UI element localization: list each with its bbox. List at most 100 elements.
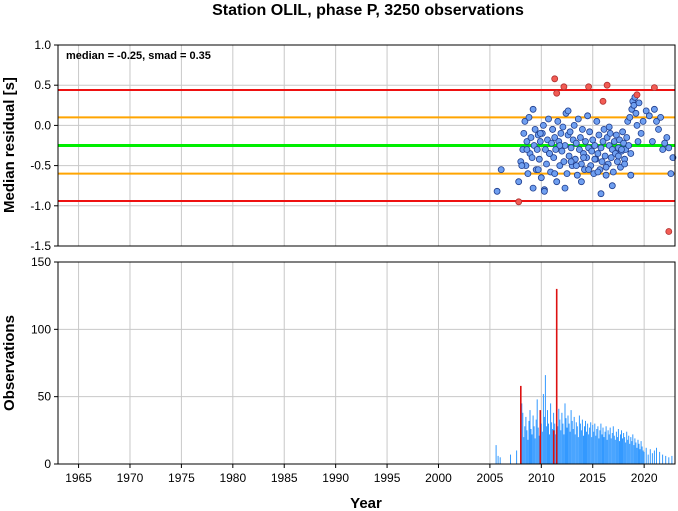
residual-point bbox=[534, 166, 542, 174]
observations-bar bbox=[604, 431, 606, 464]
x-tick-label: 1985 bbox=[271, 471, 298, 485]
residual-point bbox=[619, 128, 626, 136]
x-tick-label: 1980 bbox=[219, 471, 246, 485]
residual-point bbox=[663, 134, 671, 141]
observations-bar bbox=[619, 441, 620, 464]
observations-bar bbox=[555, 434, 557, 464]
residual-point bbox=[556, 142, 564, 149]
observations-bar bbox=[543, 416, 545, 464]
residual-point bbox=[625, 142, 633, 149]
residual-point bbox=[520, 129, 528, 137]
observations-bar bbox=[545, 426, 547, 464]
observations-bar bbox=[554, 423, 556, 464]
observations-bar bbox=[544, 375, 546, 464]
residual-point bbox=[579, 125, 586, 133]
observations-bar bbox=[497, 455, 499, 464]
observations-bar bbox=[671, 455, 673, 464]
observations-bar bbox=[510, 454, 511, 464]
x-tick-label: 2000 bbox=[425, 471, 452, 485]
observations-bar bbox=[633, 445, 635, 464]
observations-bar bbox=[573, 416, 575, 464]
observations-bar bbox=[599, 430, 601, 464]
observations-bar bbox=[583, 435, 584, 464]
residual-point bbox=[525, 114, 533, 121]
residual-point bbox=[533, 146, 541, 153]
residual-point bbox=[521, 118, 529, 125]
residual-point bbox=[493, 187, 501, 195]
observations-bar bbox=[606, 439, 608, 464]
observations-bar bbox=[620, 434, 621, 464]
observations-bar bbox=[607, 430, 609, 464]
observations-plot-frame bbox=[57, 261, 676, 465]
residual-point bbox=[580, 154, 587, 162]
observations-bar bbox=[631, 441, 633, 464]
residual-point bbox=[586, 128, 593, 136]
residual-y-axis-ticks: 1.0 0.5 0.0 -0.5 -1.0 -1.5 bbox=[30, 38, 58, 253]
observations-bar bbox=[608, 434, 610, 464]
residual-point bbox=[591, 155, 599, 163]
observations-bar bbox=[624, 437, 626, 464]
observations-bar bbox=[587, 423, 589, 464]
residual-point bbox=[556, 162, 564, 170]
residual-point bbox=[618, 146, 625, 153]
x-tick-label: 1975 bbox=[168, 471, 195, 485]
observations-bar bbox=[605, 426, 607, 464]
residual-point bbox=[515, 178, 523, 186]
observations-bar bbox=[526, 430, 528, 464]
observations-bar bbox=[585, 420, 586, 464]
outlier-point bbox=[551, 75, 559, 83]
observations-bar bbox=[567, 415, 569, 464]
observations-bar bbox=[540, 423, 542, 464]
observations-bar bbox=[645, 447, 647, 464]
observations-bar bbox=[659, 451, 661, 464]
residual-point bbox=[535, 155, 543, 163]
observations-bar bbox=[597, 426, 599, 464]
residual-y-axis-label: Median residual [s] bbox=[1, 77, 18, 213]
residual-point bbox=[552, 146, 560, 153]
observations-bar bbox=[601, 434, 603, 464]
residual-point bbox=[621, 160, 628, 168]
observations-bar bbox=[628, 435, 630, 464]
observations-bar bbox=[649, 449, 651, 464]
observations-bar bbox=[521, 403, 523, 464]
observations-bar bbox=[622, 438, 623, 464]
outlier-point bbox=[651, 84, 658, 91]
observations-bar bbox=[613, 435, 615, 464]
observations-bar bbox=[530, 429, 532, 464]
residual-point bbox=[564, 107, 572, 115]
residual-plot-frame bbox=[57, 44, 676, 247]
residual-y-tick-label: 1.0 bbox=[34, 38, 51, 52]
residual-point bbox=[560, 158, 568, 166]
observations-bar bbox=[594, 423, 596, 464]
observations-bar bbox=[634, 438, 636, 464]
residual-point bbox=[615, 152, 622, 160]
residual-point bbox=[567, 144, 575, 152]
residual-point bbox=[523, 138, 531, 145]
observations-bar bbox=[656, 447, 657, 464]
residual-y-tick-label: 0.5 bbox=[34, 78, 51, 92]
observations-bar bbox=[536, 399, 538, 464]
residual-point bbox=[591, 142, 599, 149]
residual-point bbox=[536, 129, 544, 137]
outlier-point bbox=[665, 228, 673, 235]
observations-bar bbox=[612, 426, 614, 464]
observations-highlight-bar bbox=[552, 430, 555, 464]
observations-bar bbox=[596, 429, 598, 464]
observations-bar bbox=[551, 422, 553, 464]
observations-bar bbox=[532, 415, 534, 464]
residual-point bbox=[582, 138, 589, 145]
observations-bar bbox=[570, 410, 572, 464]
residual-point bbox=[527, 134, 535, 141]
residual-point bbox=[597, 190, 605, 198]
residual-point bbox=[607, 154, 615, 162]
residual-point bbox=[627, 150, 635, 157]
observations-bar bbox=[602, 427, 604, 464]
residual-point bbox=[653, 118, 660, 125]
observations-bar bbox=[562, 423, 564, 464]
observations-bar bbox=[533, 426, 535, 464]
residual-point bbox=[633, 122, 641, 129]
residual-point bbox=[637, 129, 645, 137]
residual-panel: 1.0 0.5 0.0 -0.5 -1.0 -1.5 median = -0.25, sm… bbox=[1, 38, 677, 253]
residual-point bbox=[553, 178, 561, 186]
outlier-point bbox=[515, 198, 523, 206]
